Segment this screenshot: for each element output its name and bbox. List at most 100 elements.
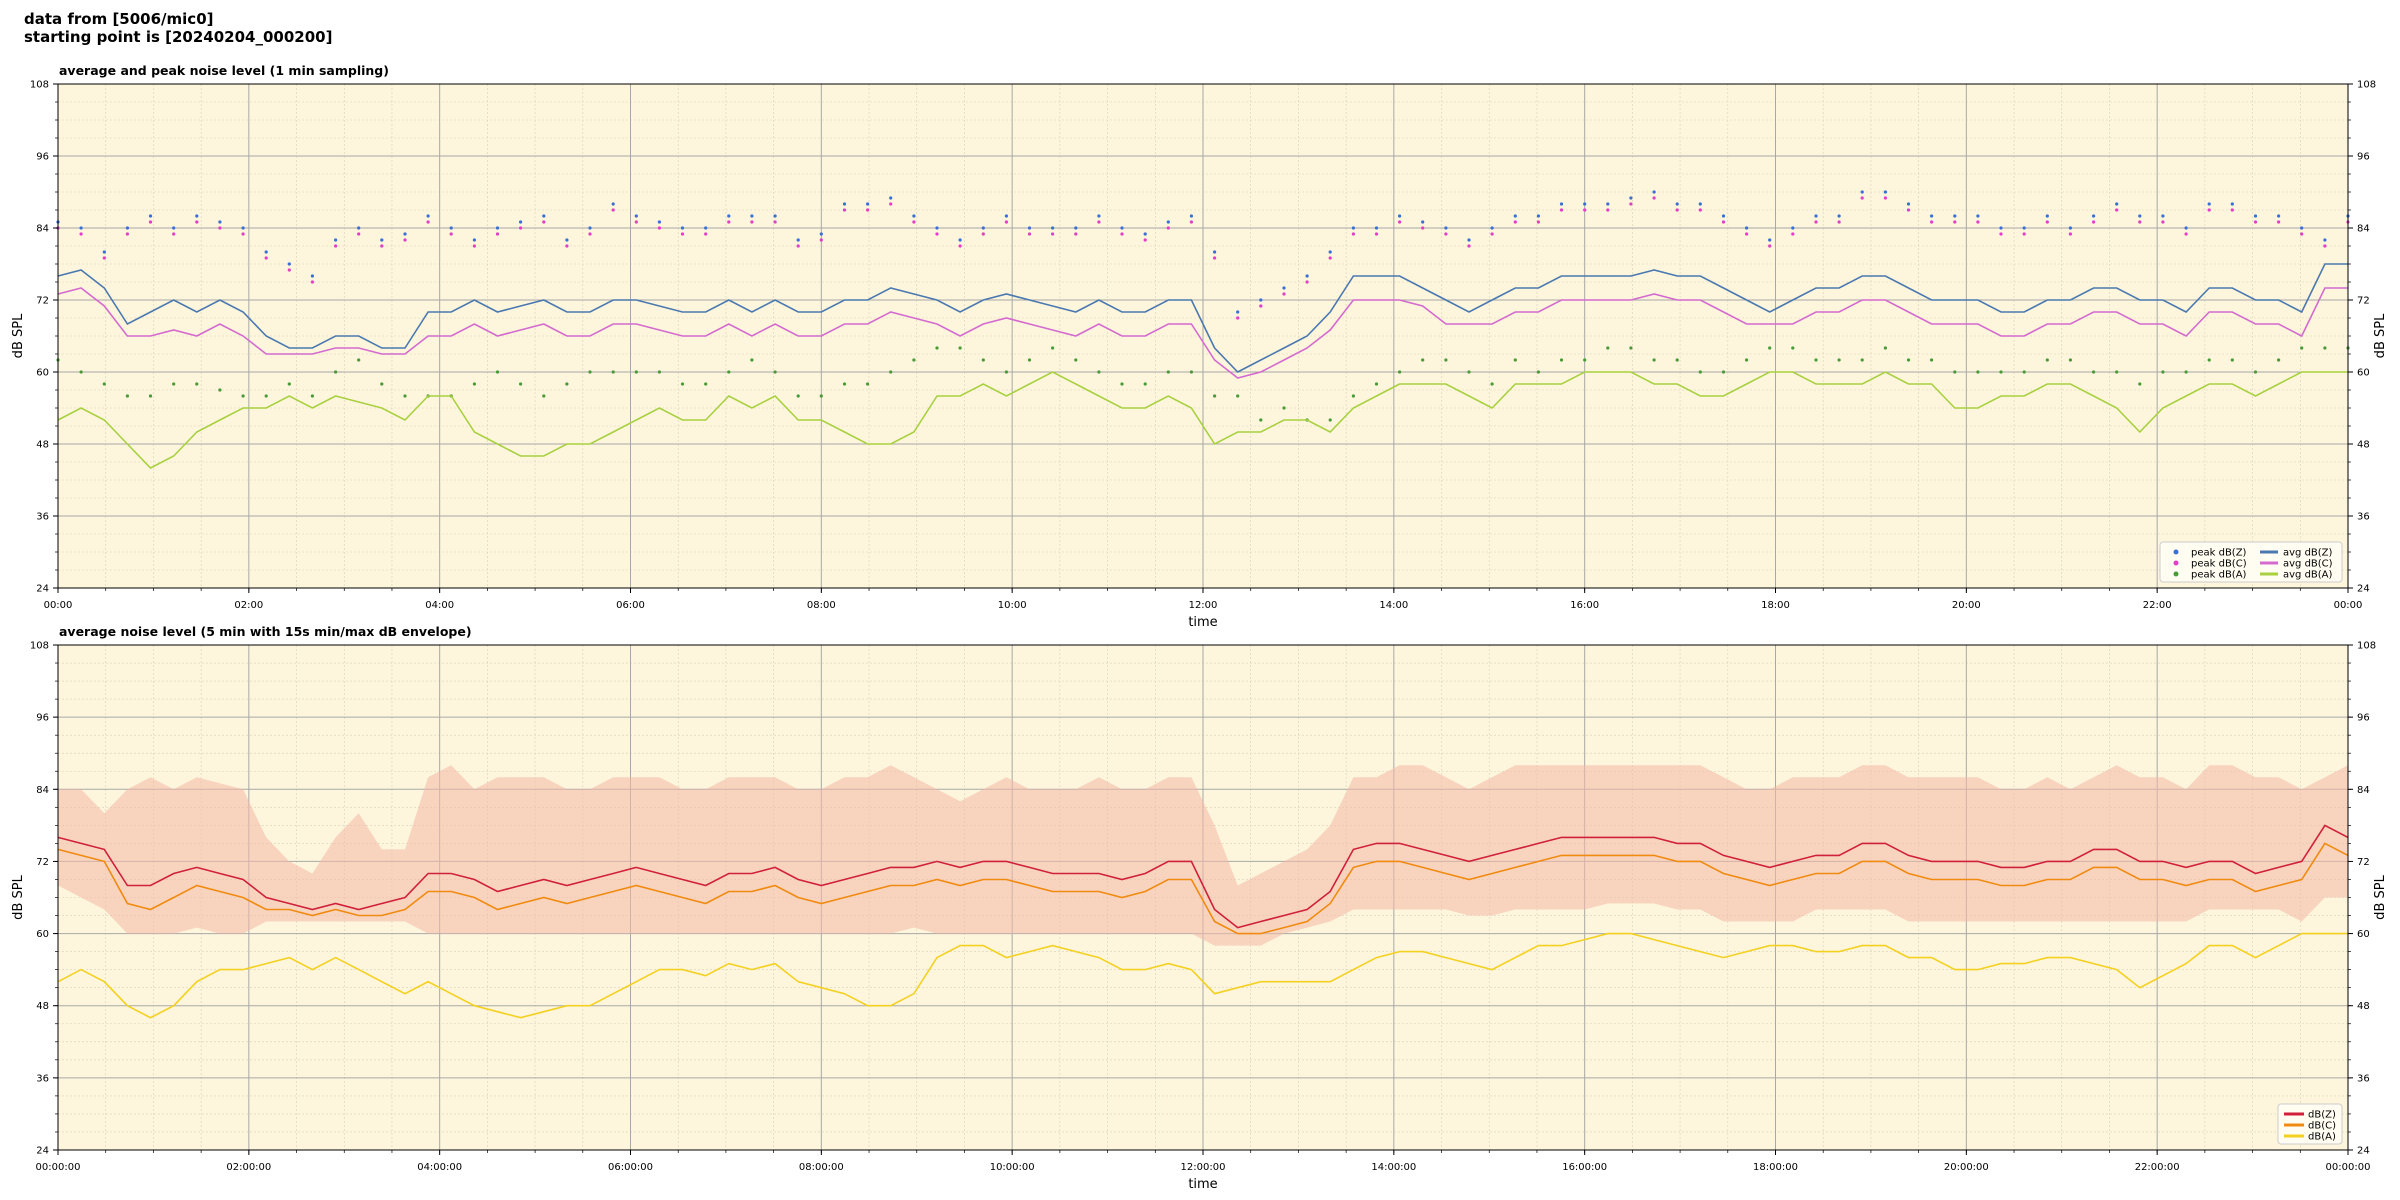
start-point-line: starting point is [20240204_000200] (24, 28, 333, 46)
x-tick-label: 20:00 (1952, 600, 1981, 611)
data-point (1953, 214, 1957, 218)
data-point (1976, 220, 1980, 224)
x-tick-label: 18:00:00 (1753, 1162, 1798, 1173)
data-point (334, 244, 338, 248)
data-point (1374, 226, 1379, 230)
x-axis-label: time (1188, 1177, 1217, 1192)
data-point (1027, 232, 1032, 236)
data-point (1583, 208, 1587, 212)
data-point (796, 394, 800, 398)
data-point (2045, 358, 2049, 362)
data-point (727, 370, 731, 374)
x-tick-label: 02:00:00 (226, 1162, 271, 1173)
data-point (1883, 346, 1887, 350)
y-tick-label-right: 48 (2357, 440, 2370, 451)
data-point (1652, 190, 1656, 194)
data-point (1097, 220, 1101, 224)
data-point (1791, 226, 1795, 230)
data-point (1421, 358, 1425, 362)
data-point (773, 370, 777, 374)
y-ticks: 24 24 36 36 48 48 60 60 72 72 84 84 96 96 108 108 (30, 641, 2376, 1157)
series-line (57, 263, 2348, 373)
legend-label: dB(Z) (2308, 1110, 2336, 1121)
data-point (2230, 208, 2234, 212)
data-point (588, 226, 592, 230)
data-point (2138, 220, 2142, 224)
data-point (2161, 370, 2165, 374)
data-point (357, 232, 361, 236)
x-tick-label: 16:00:00 (1562, 1162, 1607, 1173)
data-point (542, 214, 546, 218)
data-point (310, 274, 314, 278)
data-point (1189, 214, 1193, 218)
series-peak-db-z- (56, 190, 2350, 314)
data-point (680, 232, 685, 236)
x-tick-label: 22:00 (2143, 600, 2172, 611)
data-point (750, 358, 754, 362)
data-point (1074, 232, 1078, 236)
data-point (2184, 232, 2188, 236)
data-point (1513, 358, 1517, 362)
y-tick-label-right: 36 (2357, 1073, 2370, 1084)
chart-title: average and peak noise level (1 min samp… (59, 63, 389, 78)
data-point (1051, 226, 1055, 230)
data-point (958, 238, 962, 242)
x-tick-label: 08:00 (807, 600, 836, 611)
x-axis-label: time (1188, 615, 1217, 630)
data-point (1837, 358, 1841, 362)
data-point (1027, 226, 1032, 230)
y-tick-label-left: 84 (36, 224, 49, 235)
data-point (1189, 220, 1193, 224)
data-point (195, 220, 199, 224)
legend-label: avg dB(C) (2283, 559, 2333, 570)
data-point (1120, 382, 1124, 386)
y-tick-label-left: 48 (36, 440, 49, 451)
x-tick-label: 18:00 (1761, 600, 1790, 611)
data-point (958, 244, 962, 248)
y-tick-label-left: 72 (36, 296, 49, 307)
data-point (889, 202, 893, 206)
data-point (842, 208, 847, 212)
data-point (1513, 220, 1517, 224)
y-axis-label-right: dB SPL (2373, 313, 2388, 358)
data-point (1351, 232, 1355, 236)
data-point (1837, 220, 1841, 224)
data-point (1606, 346, 1610, 350)
data-point (773, 220, 777, 224)
data-point (1282, 292, 1286, 296)
data-point (495, 370, 500, 374)
data-point (310, 280, 314, 284)
data-point (1467, 370, 1471, 374)
data-point (1004, 214, 1009, 218)
y-tick-label-right: 96 (2357, 152, 2370, 163)
data-point (1953, 370, 1957, 374)
data-point (1559, 208, 1564, 212)
legend-label: peak dB(Z) (2191, 548, 2247, 559)
data-point (1259, 418, 1263, 422)
data-point (588, 232, 592, 236)
data-point (2207, 208, 2211, 212)
data-point (380, 238, 384, 242)
data-point (334, 238, 338, 242)
data-point (1490, 226, 1494, 230)
data-point (1675, 358, 1679, 362)
data-point (1698, 208, 1702, 212)
data-point (1374, 382, 1379, 386)
y-tick-label-right: 108 (2357, 80, 2376, 91)
data-point (819, 232, 823, 236)
series-line (57, 932, 2348, 1019)
data-point (79, 226, 83, 230)
data-point (2115, 208, 2119, 212)
y-tick-label-left: 24 (36, 584, 49, 595)
data-point (426, 214, 430, 218)
data-point (796, 244, 800, 248)
data-point (1236, 394, 1240, 398)
data-point (634, 214, 638, 218)
data-point (1860, 196, 1864, 200)
data-point (1213, 394, 1217, 398)
chart-avg-envelope: 24 24 36 36 48 48 60 60 72 72 84 84 96 96 108 108 00:00:… (11, 624, 2388, 1192)
data-point (1999, 226, 2003, 230)
data-point (565, 382, 569, 386)
data-point (542, 394, 546, 398)
